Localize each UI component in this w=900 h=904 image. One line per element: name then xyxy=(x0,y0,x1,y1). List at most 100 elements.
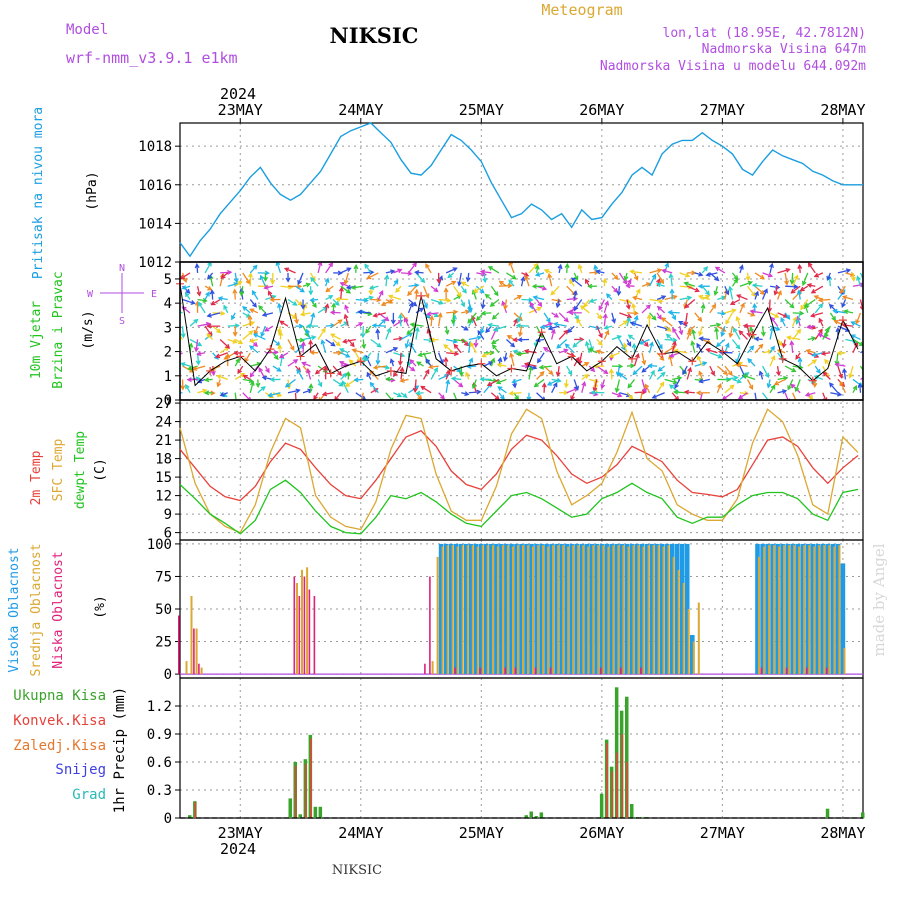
mid-cloud-bar xyxy=(537,545,539,674)
mid-cloud-bar xyxy=(472,545,474,674)
elevation-label: Nadmorska Visina 647m xyxy=(702,42,867,57)
y-tick-label: 2 xyxy=(164,345,172,361)
top-day-label: 26MAY xyxy=(579,101,624,119)
y-tick-label: 24 xyxy=(155,415,172,431)
y-tick-label: 0 xyxy=(164,811,172,827)
pressure-unit: (hPa) xyxy=(85,171,100,210)
top-day-label: 23MAY xyxy=(218,101,263,119)
mid-cloud-bar xyxy=(673,557,675,674)
wind-arrow xyxy=(559,330,567,339)
wind-arrow-head xyxy=(173,309,177,313)
conv-precip-bar xyxy=(295,766,297,818)
low-cloud-bar xyxy=(620,668,622,675)
mid-cloud-bar xyxy=(512,547,514,675)
wind-arrow xyxy=(408,286,416,295)
mid-cloud-bar xyxy=(783,545,785,674)
low-cloud-bar xyxy=(826,668,828,675)
y-tick-label: 0.3 xyxy=(147,783,172,799)
wind-arrow-head xyxy=(864,348,868,352)
bottom-day-label: 25MAY xyxy=(459,824,504,842)
mid-cloud-bar xyxy=(577,545,579,674)
wind-arrow xyxy=(860,348,867,353)
compass-south-label: S xyxy=(119,316,125,327)
dewpt-title: dewpt Temp xyxy=(73,431,88,509)
y-tick-label: 25 xyxy=(155,635,172,651)
wind-arrow-head xyxy=(172,391,176,395)
wind-panel-frame xyxy=(180,262,863,400)
pressure-title: Pritisak na nivou mora xyxy=(31,107,46,279)
wind-arrow xyxy=(793,393,798,404)
total-precip-bar xyxy=(861,812,865,818)
panel-frame xyxy=(180,678,863,818)
mid-cloud-bar xyxy=(562,545,564,674)
low-cloud-bar xyxy=(454,668,456,675)
low-cloud-bar xyxy=(309,590,311,675)
mid-cloud-bar xyxy=(542,545,544,674)
mid-cloud-bar xyxy=(201,668,203,675)
total-precip-bar xyxy=(540,812,544,818)
low-cloud-bar xyxy=(786,668,788,675)
compass-west-label: W xyxy=(87,289,94,300)
conv-precip-bar xyxy=(627,762,629,818)
y-tick-label: 4 xyxy=(164,296,172,312)
wind-arrow xyxy=(633,366,642,374)
credit-watermark: made by Angel xyxy=(870,543,888,656)
low-cloud-bar xyxy=(198,664,200,674)
precip-panel: 00.30.60.91.2 xyxy=(147,678,865,827)
top-day-label: 24MAY xyxy=(338,101,383,119)
wind-title-line2: Brzina i Pravac xyxy=(51,271,66,388)
model-elevation-label: Nadmorska Visina u modelu 644.092m xyxy=(600,59,866,74)
mid-cloud-bar xyxy=(592,545,594,674)
conv-precip-bar xyxy=(305,764,307,818)
wind-arrow xyxy=(763,393,770,403)
low-cloud-bar xyxy=(600,668,602,675)
mid-cloud-bar xyxy=(688,609,690,674)
sfc-title: SFC Temp xyxy=(51,439,66,502)
low-cloud-bar xyxy=(193,629,195,675)
mid-cloud-title: Srednja Oblacnost xyxy=(29,543,44,676)
precip-unit: 1hr Precip (mm) xyxy=(112,687,128,813)
mid-cloud-bar xyxy=(833,547,835,675)
mid-cloud-bar xyxy=(587,547,589,675)
y-tick-label: 1016 xyxy=(138,178,172,194)
mid-cloud-bar xyxy=(843,648,845,674)
wind-arrow-head xyxy=(175,354,179,358)
wind-arrow xyxy=(551,286,559,294)
total-precip-bar xyxy=(530,812,534,819)
mid-cloud-bar xyxy=(306,567,308,674)
y-tick-label: 9 xyxy=(164,507,172,523)
mid-cloud-bar xyxy=(492,545,494,674)
mid-cloud-bar xyxy=(643,547,645,675)
y-tick-label: 1018 xyxy=(138,139,172,155)
y-tick-label: 0.9 xyxy=(147,727,172,743)
mid-cloud-bar xyxy=(457,547,459,675)
mid-cloud-bar xyxy=(452,545,454,674)
wind-arrow-head xyxy=(698,401,702,405)
y-tick-label: 27 xyxy=(155,396,172,412)
conv-precip-bar xyxy=(310,739,312,818)
precip-legend: Ukupna KisaKonvek.KisaZaledj.KisaSnijegG… xyxy=(13,688,106,803)
mid-cloud-bar xyxy=(186,661,188,674)
mid-cloud-bar xyxy=(622,545,624,674)
product-title: Meteogram xyxy=(541,1,622,19)
wind-speed-point xyxy=(658,350,666,358)
mid-cloud-bar xyxy=(768,545,770,674)
y-tick-label: 5 xyxy=(164,272,172,288)
mid-cloud-bar xyxy=(532,547,534,675)
low-cloud-bar xyxy=(640,668,642,675)
mid-cloud-bar xyxy=(442,547,444,675)
top-day-label: 27MAY xyxy=(700,101,745,119)
wind-arrow xyxy=(454,393,458,403)
wind-arrow xyxy=(416,273,424,282)
mid-cloud-bar xyxy=(668,545,670,674)
mid-cloud-bar xyxy=(191,596,193,674)
panel-frame xyxy=(180,262,863,400)
low-cloud-bar xyxy=(424,664,426,674)
y-tick-label: 3 xyxy=(164,320,172,336)
total-precip-bar xyxy=(826,809,830,818)
wind-arrow xyxy=(296,393,297,404)
mid-cloud-bar xyxy=(557,545,559,674)
mid-cloud-bar xyxy=(487,545,489,674)
